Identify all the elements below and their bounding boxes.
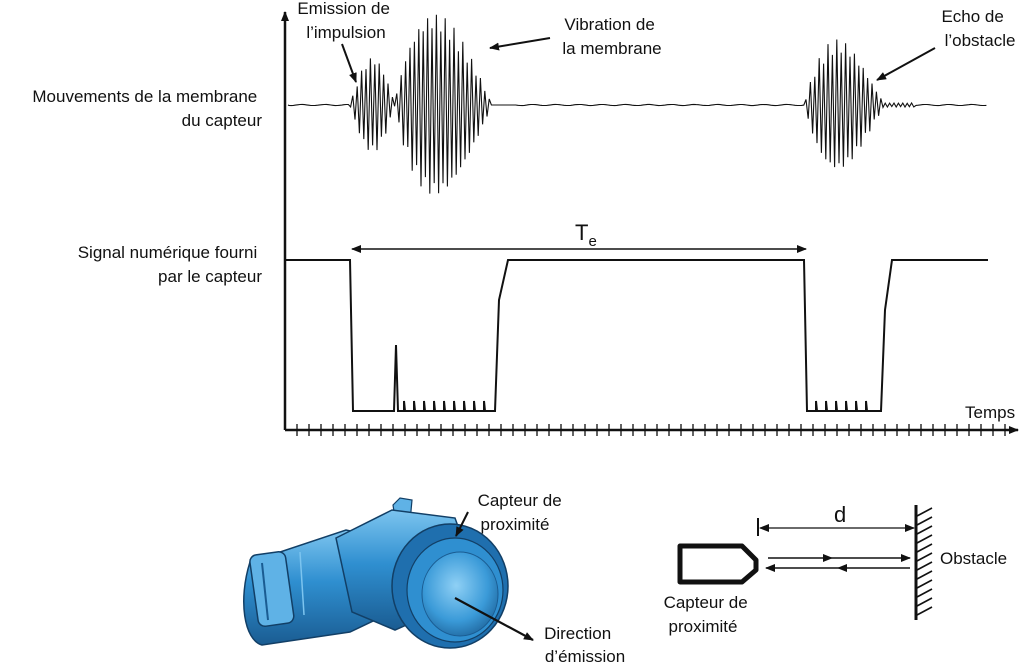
vibration-annotation: Vibration de la membrane <box>562 15 661 58</box>
hatch-line <box>916 516 933 526</box>
hatch-line <box>916 534 933 544</box>
hatch-line <box>916 579 933 589</box>
obstacle-label: Obstacle <box>940 549 1007 568</box>
hatch-line <box>916 525 933 535</box>
hatch-line <box>916 543 933 553</box>
period-label: Te <box>575 220 597 250</box>
digital-signal-trace <box>286 259 988 412</box>
hatch-line <box>916 561 933 571</box>
signal-row-label: Signal numérique fourni par le capteur <box>78 243 263 286</box>
time-axis-label: Temps <box>965 403 1015 422</box>
emission-annotation: Emission de l’impulsion <box>297 0 394 42</box>
sensor-photo-label-arrow <box>455 511 469 537</box>
hatch-line <box>916 552 933 562</box>
sensor-outline <box>677 543 759 585</box>
hatch-line <box>916 606 933 616</box>
hatch-line <box>916 588 933 598</box>
membrane-waveform <box>287 14 987 194</box>
emission-direction-arrow <box>454 597 534 641</box>
distance-label: d <box>834 502 846 527</box>
obstacle-hatching <box>916 507 933 616</box>
echo-annotation: Echo de l’obstacle <box>941 7 1015 50</box>
emission-arrow <box>341 43 357 83</box>
sensor-photo-label: Capteur de proximité <box>478 491 567 534</box>
schematic-sensor-label: Capteur de proximité <box>664 593 753 636</box>
hatch-line <box>916 597 933 607</box>
membrane-row-label: Mouvements de la membrane du capteur <box>32 87 262 130</box>
vibration-arrow <box>489 37 551 51</box>
hatch-line <box>916 507 933 517</box>
distance-schematic <box>677 505 933 620</box>
hatch-line <box>916 570 933 580</box>
sensor-illustration <box>243 497 509 649</box>
x-axis-ticks <box>296 424 1006 436</box>
echo-arrow <box>876 47 936 81</box>
emission-direction-label: Direction d’émission <box>544 624 625 666</box>
